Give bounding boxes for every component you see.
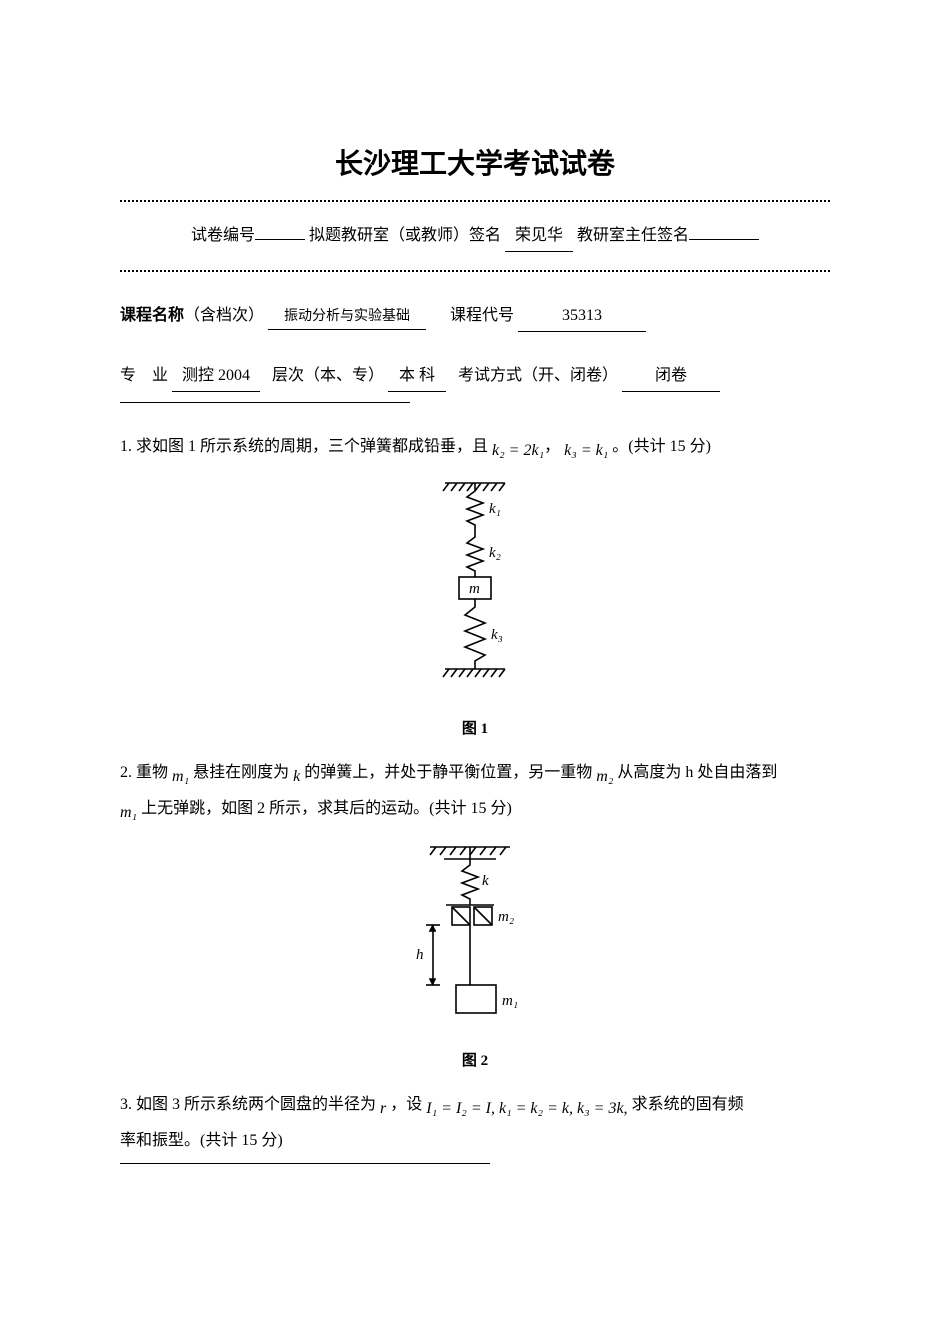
q2-k: k: [293, 768, 300, 785]
meta-row-1: 试卷编号 拟题教研室（或教师）签名 荣见华 教研室主任签名: [120, 222, 830, 252]
level-value: 本 科: [388, 362, 446, 392]
q3-r: r: [380, 1100, 386, 1117]
page-title: 长沙理工大学考试试卷: [120, 140, 830, 190]
drafter-value: 荣见华: [505, 222, 573, 252]
fig1-label-k3: k₃: [491, 627, 503, 643]
q2-m1: m₁: [172, 768, 189, 785]
fig2-label-k: k: [482, 873, 489, 889]
major-value: 测控 2004: [172, 362, 260, 392]
figure-1-svg: k₁ k₂ m k₃: [415, 473, 535, 703]
q2-text-e: 上无弹跳，如图 2 所示，求其后的运动。(共计 15 分): [141, 800, 512, 817]
dotted-divider-top: [120, 200, 830, 202]
q1-sep: ，: [544, 438, 560, 455]
fig1-label-k1: k₁: [489, 501, 501, 517]
fig1-label-m: m: [469, 581, 480, 597]
head-sign-blank: [689, 239, 759, 240]
q3-text-d: 率和振型。(共计 15 分): [120, 1132, 283, 1149]
figure-2-caption: 图 2: [120, 1048, 830, 1075]
drafter-label: 拟题教研室（或教师）签名: [309, 227, 501, 244]
level-label: 层次（本、专）: [272, 367, 384, 384]
paper-no-label: 试卷编号: [191, 227, 255, 244]
major-label: 专 业: [120, 367, 168, 384]
section-divider-1: [120, 402, 410, 403]
fig1-label-k2: k₂: [489, 545, 501, 561]
course-row-1: 课程名称（含档次） 振动分析与实验基础 课程代号 35313: [120, 302, 830, 332]
q2-text-a: 2. 重物: [120, 764, 168, 781]
dotted-divider-bottom: [120, 270, 830, 272]
paper-no-blank: [255, 239, 305, 240]
q3-text-c: 求系统的固有频: [632, 1096, 744, 1113]
course-code-label: 课程代号: [450, 307, 514, 324]
q2-text-c: 的弹簧上，并处于静平衡位置，另一重物: [304, 764, 592, 781]
question-1: 1. 求如图 1 所示系统的周期，三个弹簧都成铅垂，且 k₂ = 2k₁， k₃…: [120, 431, 830, 467]
figure-2-svg: k m₂ m₁ h: [390, 835, 560, 1035]
section-divider-2: [120, 1163, 490, 1164]
q1-text-b: 。(共计 15 分): [612, 438, 711, 455]
course-row-2: 专 业 测控 2004 层次（本、专） 本 科 考试方式（开、闭卷） 闭卷: [120, 362, 830, 392]
question-3: 3. 如图 3 所示系统两个圆盘的半径为 r ，设 I₁ = I₂ = I, k…: [120, 1089, 830, 1157]
q1-formula-1: k₂ = 2k₁: [492, 442, 544, 459]
q1-text-a: 1. 求如图 1 所示系统的周期，三个弹簧都成铅垂，且: [120, 438, 488, 455]
fig2-label-m2: m₂: [498, 909, 514, 925]
head-sign-label: 教研室主任签名: [577, 227, 689, 244]
mode-label: 考试方式（开、闭卷）: [458, 367, 618, 384]
fig2-label-h: h: [416, 947, 424, 963]
question-2: 2. 重物 m₁ 悬挂在刚度为 k 的弹簧上，并处于静平衡位置，另一重物 m₂ …: [120, 757, 830, 829]
q1-formula-2: k₃ = k₁: [564, 442, 608, 459]
course-name-label: 课程名称: [120, 307, 184, 324]
course-code-value: 35313: [518, 302, 646, 332]
figure-1-caption: 图 1: [120, 716, 830, 743]
q2-text-d: 从高度为 h 处自由落到: [617, 764, 777, 781]
q3-text-a: 3. 如图 3 所示系统两个圆盘的半径为: [120, 1096, 376, 1113]
mode-value: 闭卷: [622, 362, 720, 392]
course-name-paren: （含档次）: [184, 307, 264, 324]
q2-m1b: m₁: [120, 804, 137, 821]
q3-text-b: ，设: [390, 1096, 422, 1113]
q2-m2: m₂: [596, 768, 613, 785]
figure-2: k m₂ m₁ h 图 2: [120, 835, 830, 1075]
q3-formula: I₁ = I₂ = I, k₁ = k₂ = k, k₃ = 3k,: [426, 1100, 627, 1117]
figure-1: k₁ k₂ m k₃ 图 1: [120, 473, 830, 743]
course-name-value: 振动分析与实验基础: [268, 304, 426, 330]
fig2-label-m1: m₁: [502, 993, 518, 1009]
exam-page: 长沙理工大学考试试卷 试卷编号 拟题教研室（或教师）签名 荣见华 教研室主任签名…: [0, 0, 950, 1344]
q2-text-b: 悬挂在刚度为: [193, 764, 289, 781]
